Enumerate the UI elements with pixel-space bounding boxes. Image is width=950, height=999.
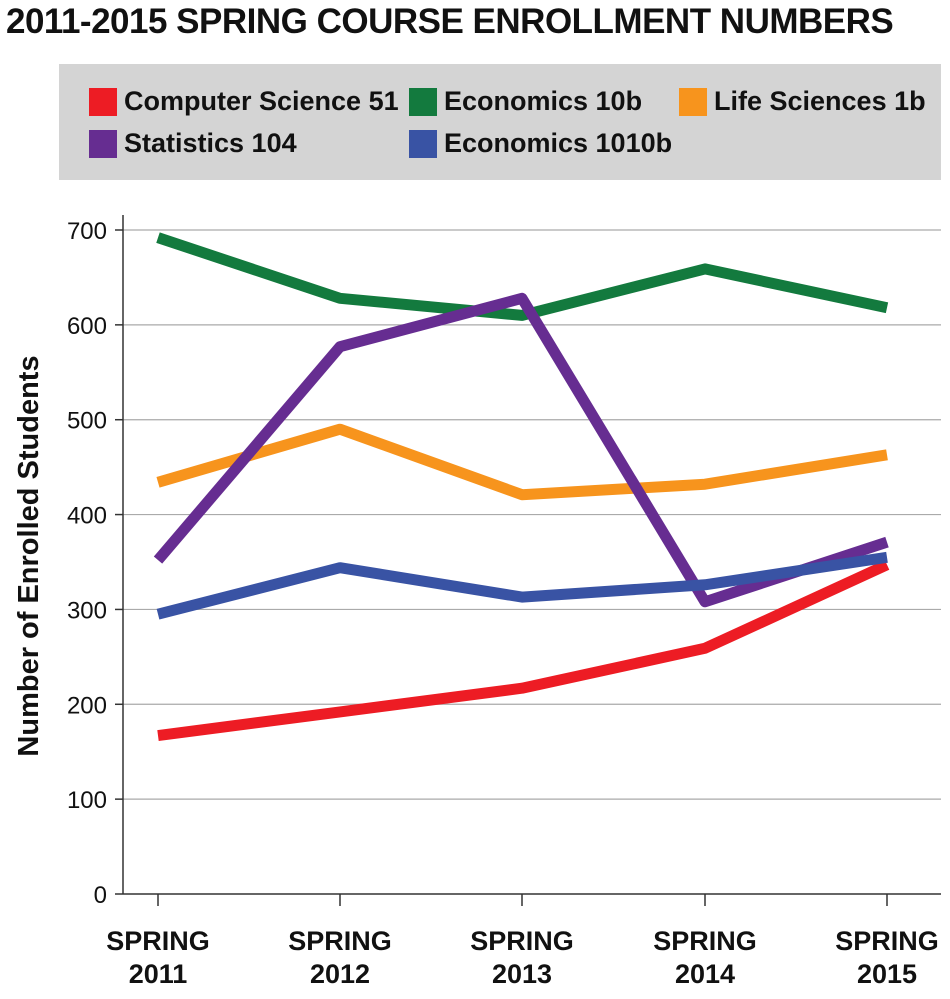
x-tick-label-line: SPRING — [653, 926, 757, 956]
legend-swatch — [409, 129, 437, 158]
legend-label: Computer Science 51 — [124, 86, 399, 116]
series-line-economics-10b — [156, 232, 889, 321]
x-tick-label: SPRING 2015 — [835, 926, 939, 989]
legend: Computer Science 51 Economics 10b Life S… — [59, 64, 941, 180]
y-tick-label: 100 — [67, 787, 107, 814]
legend-label: Life Sciences 1b — [714, 86, 926, 116]
y-axis-title: Number of Enrolled Students — [13, 355, 45, 756]
x-tick-label-line: SPRING — [470, 926, 574, 956]
y-tick-label: 500 — [67, 408, 107, 435]
x-tick-label: SPRING 2014 — [653, 926, 757, 989]
legend-item-economics-10b: Economics 10b — [409, 86, 642, 117]
series-line-life-sciences-1b — [156, 423, 888, 501]
legend-swatch — [89, 87, 117, 116]
series-line-economics-1010b — [156, 551, 888, 620]
legend-item-life-sciences-1b: Life Sciences 1b — [679, 86, 926, 117]
legend-item-statistics-104: Statistics 104 — [89, 128, 297, 159]
x-tick-label-line: SPRING — [106, 926, 210, 956]
x-tick-label-line: SPRING — [835, 926, 939, 956]
legend-label: Economics 10b — [444, 86, 643, 116]
x-tick-label: SPRING 2013 — [470, 926, 574, 989]
series-line-statistics-104 — [153, 292, 889, 608]
x-tick-label-line: 2011 — [129, 959, 188, 989]
y-tick-label: 0 — [94, 882, 107, 909]
x-tick-label: SPRING 2012 — [288, 926, 392, 989]
y-tick-label: 300 — [67, 597, 107, 624]
legend-swatch — [409, 87, 437, 116]
x-tick-label-line: 2015 — [857, 959, 917, 989]
y-tick-label: 700 — [67, 218, 107, 245]
y-tick-label: 400 — [67, 503, 107, 530]
legend-label: Statistics 104 — [124, 128, 297, 158]
series-line-computer-science-51 — [157, 559, 890, 742]
legend-swatch — [679, 87, 707, 116]
x-tick-label-line: SPRING — [288, 926, 392, 956]
x-tick-label-line: 2014 — [675, 959, 735, 989]
legend-label: Economics 1010b — [444, 128, 673, 158]
legend-item-economics-1010b: Economics 1010b — [409, 128, 672, 159]
x-tick-label-line: 2012 — [310, 959, 370, 989]
chart-title: 2011-2015 SPRING COURSE ENROLLMENT NUMBE… — [6, 2, 894, 41]
x-tick-label-line: 2013 — [492, 959, 552, 989]
y-tick-label: 600 — [67, 313, 107, 340]
x-tick-label: SPRING 2011 — [106, 926, 210, 989]
y-tick-label: 200 — [67, 692, 107, 719]
legend-swatch — [89, 129, 117, 158]
legend-item-computer-science-51: Computer Science 51 — [89, 86, 399, 117]
